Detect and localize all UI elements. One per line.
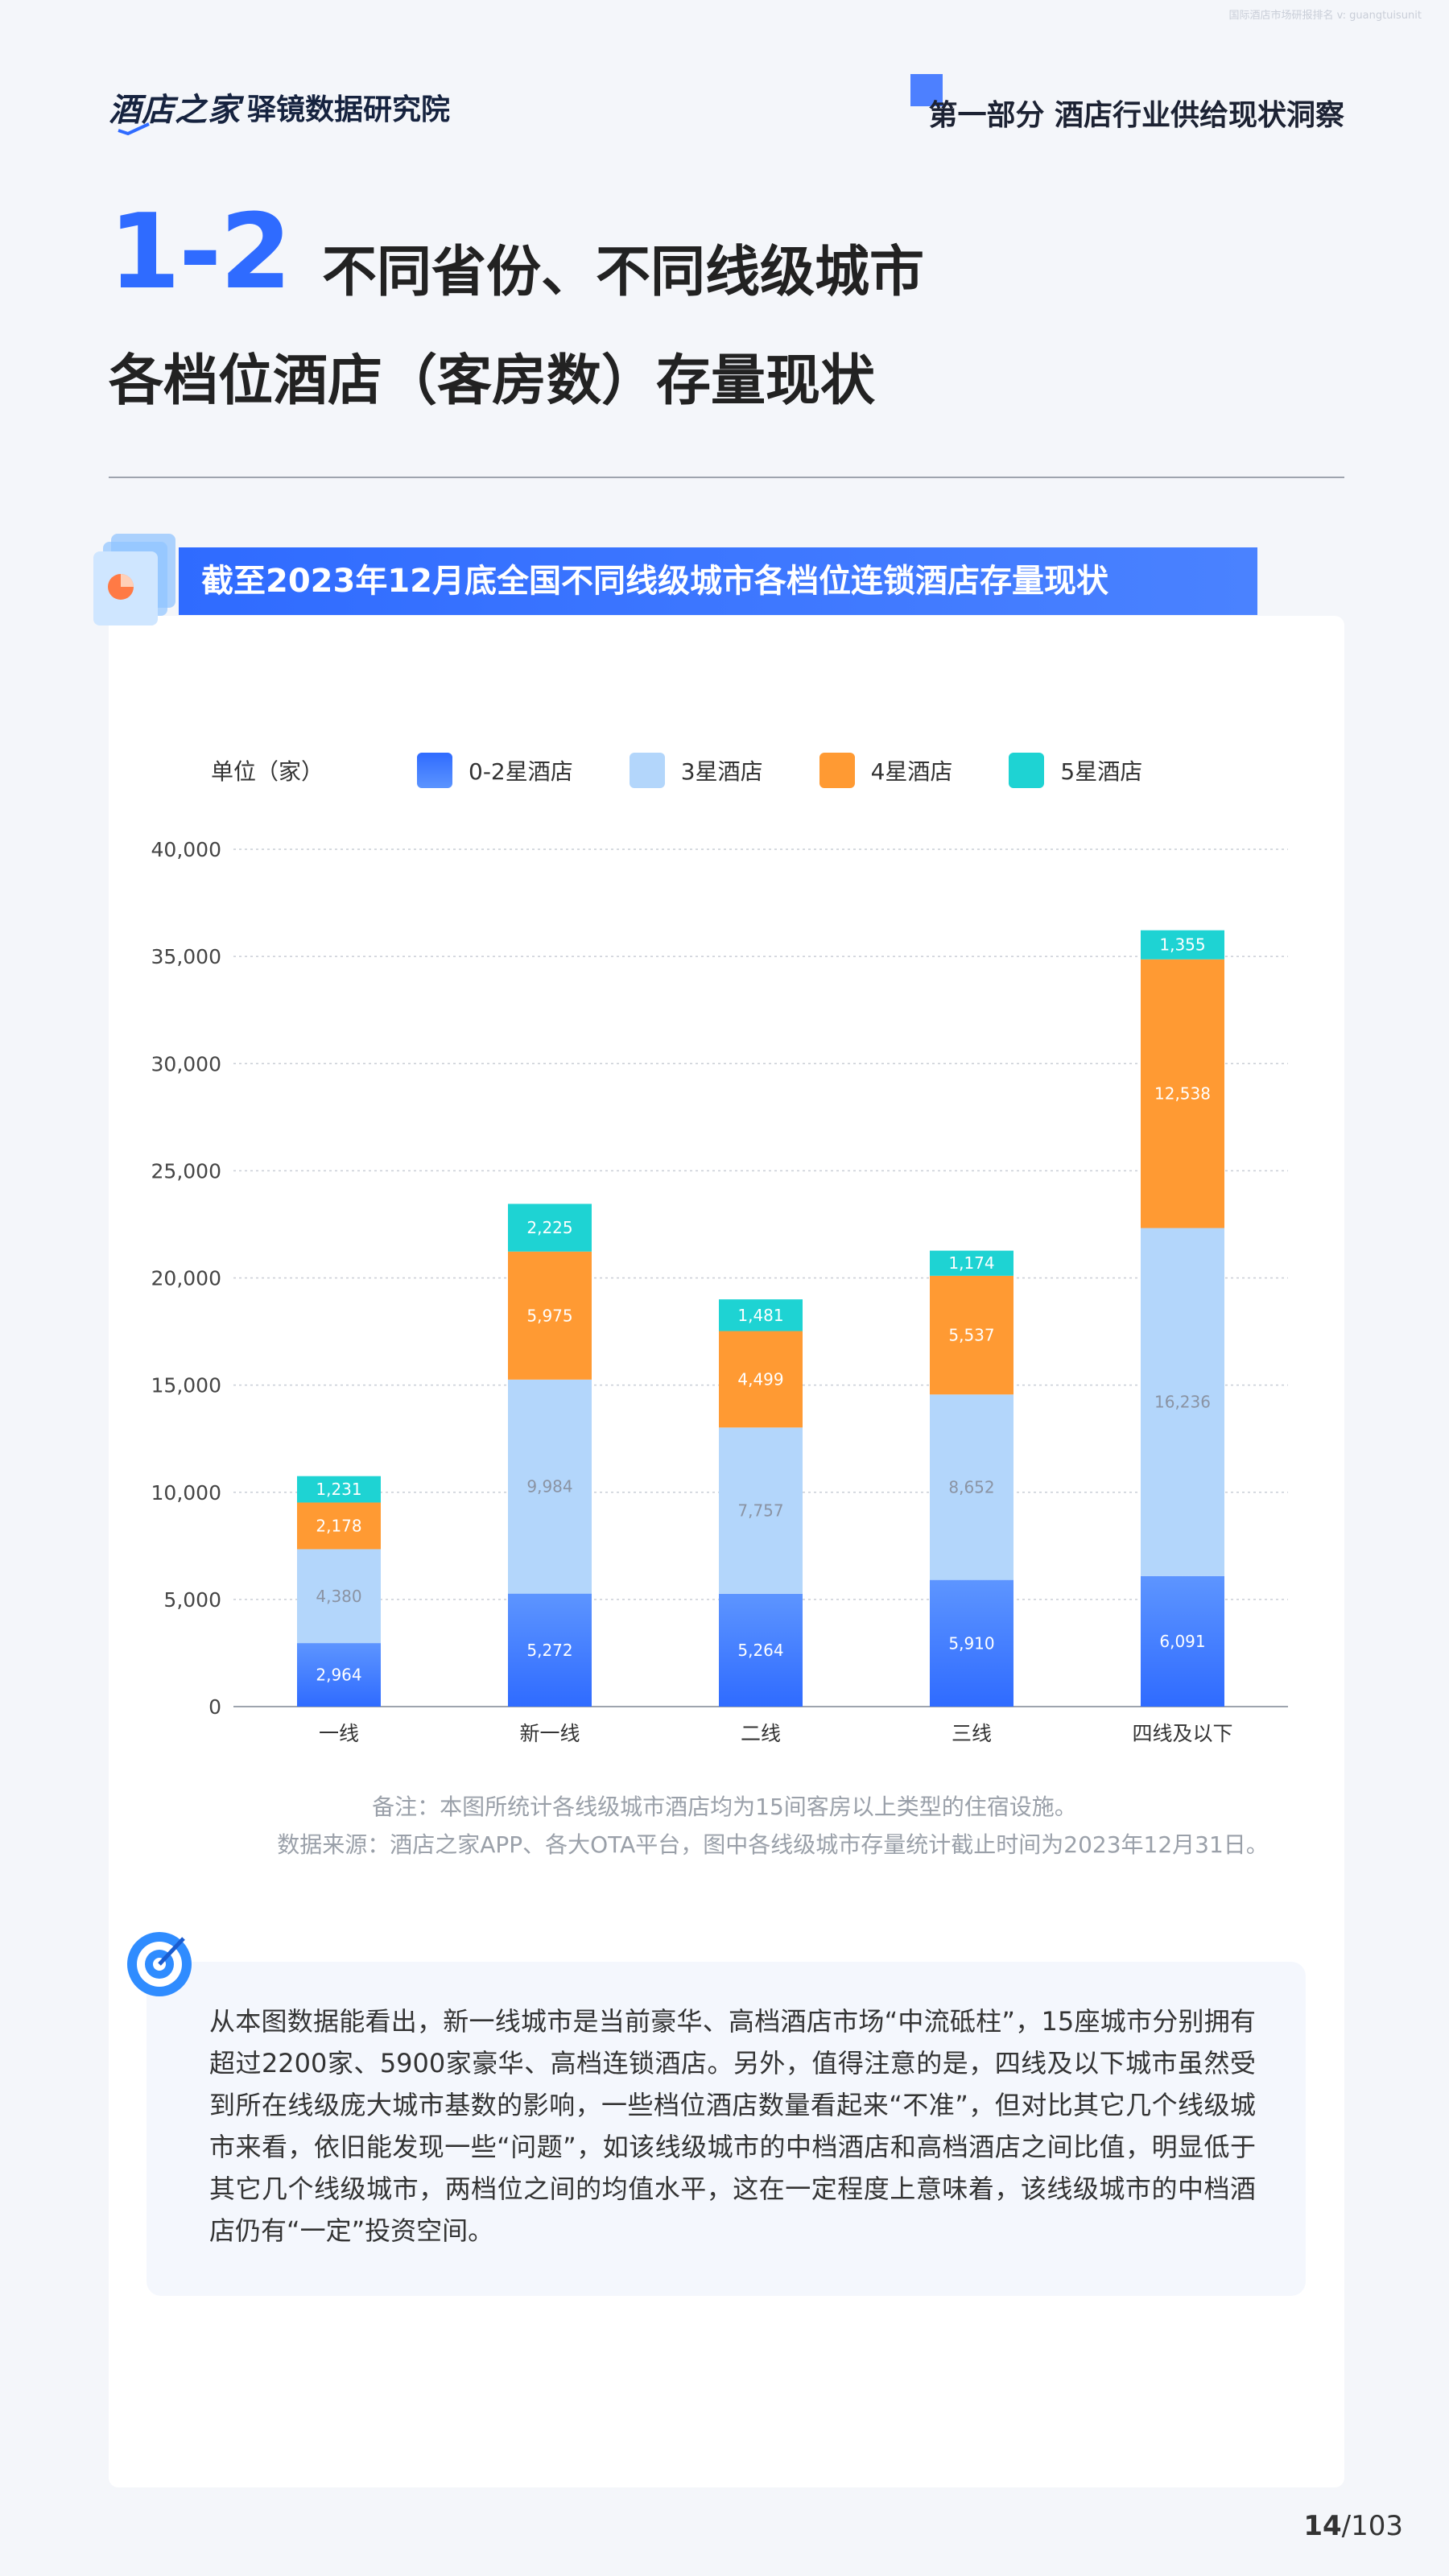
data-label: 8,652 — [948, 1477, 994, 1496]
x-tick-label: 新一线 — [519, 1722, 580, 1745]
legend-label: 4星酒店 — [870, 758, 953, 785]
target-icon — [127, 1932, 192, 1996]
logo-subtitle: 驿镜数据研究院 — [247, 93, 451, 126]
data-label: 2,964 — [316, 1666, 361, 1685]
bar-segment-0-2星酒店 — [508, 1593, 592, 1707]
analysis-box — [147, 1962, 1306, 2296]
title-number: 1-2 — [109, 192, 291, 312]
bar-segment-3星酒店 — [297, 1549, 381, 1644]
data-label: 4,499 — [737, 1369, 783, 1389]
bar-segment-0-2星酒店 — [1141, 1575, 1224, 1707]
page-total: /103 — [1341, 2510, 1403, 2542]
legend-swatch — [417, 753, 453, 788]
data-label: 5,264 — [737, 1641, 783, 1660]
data-label: 1,174 — [948, 1253, 994, 1273]
section-square-icon — [910, 74, 943, 106]
brand-logo: 酒店之家 驿镜数据研究院 — [109, 84, 451, 135]
legend-item-0-2-star: 0-2星酒店 — [417, 753, 573, 788]
chart-banner — [179, 547, 1257, 615]
chart-banner-title: 截至2023年12月底全国不同线级城市各档位连锁酒店存量现状 — [201, 563, 1108, 600]
bar-segment-5星酒店 — [508, 1203, 592, 1252]
chart-legend: 单位（家） 0-2星酒店 3星酒店 4星酒店 5星酒店 — [211, 753, 1199, 788]
y-tick-label: 35,000 — [151, 945, 221, 968]
bar-segment-5星酒店 — [297, 1476, 381, 1503]
logo-wordmark: 酒店之家 — [109, 91, 241, 129]
data-label: 5,910 — [948, 1633, 994, 1653]
y-tick-label: 15,000 — [151, 1374, 221, 1397]
x-tick-label: 二线 — [741, 1722, 781, 1745]
y-tick-label: 5,000 — [163, 1588, 221, 1612]
legend-swatch — [1009, 753, 1045, 788]
bar-segment-0-2星酒店 — [297, 1643, 381, 1707]
watermark: 国际酒店市场研报排名 v: guangtuisunit — [1228, 10, 1422, 22]
data-label: 9,984 — [526, 1477, 572, 1496]
x-tick-label: 三线 — [952, 1722, 992, 1745]
data-label: 5,537 — [948, 1326, 994, 1345]
legend-item-4-star: 4星酒店 — [819, 753, 953, 788]
title-line-1: 不同省份、不同线级城市 — [322, 241, 925, 304]
y-tick-label: 25,000 — [151, 1159, 221, 1183]
folder-chart-icon — [93, 534, 175, 625]
page-current: 14 — [1303, 2510, 1342, 2542]
section-header: 第一部分 酒店行业供给现状洞察 — [910, 74, 1344, 134]
legend-item-5-star: 5星酒店 — [1009, 753, 1142, 788]
unit-label: 单位（家） — [211, 758, 324, 785]
bar-segment-4星酒店 — [1141, 959, 1224, 1228]
data-label: 1,355 — [1159, 935, 1205, 955]
bar-segment-4星酒店 — [508, 1251, 592, 1380]
y-tick-label: 30,000 — [151, 1052, 221, 1075]
bar-segment-3星酒店 — [1141, 1228, 1224, 1576]
bar-segment-4星酒店 — [719, 1331, 803, 1428]
bar-segment-0-2星酒店 — [719, 1593, 803, 1707]
chart-source: 数据来源：酒店之家APP、各大OTA平台，图中各线级城市存量统计截止时间为202… — [277, 1831, 1269, 1858]
data-label: 7,757 — [737, 1501, 783, 1521]
data-label: 12,538 — [1154, 1084, 1211, 1104]
bar-segment-4星酒店 — [297, 1502, 381, 1550]
data-label: 4,380 — [316, 1587, 361, 1606]
y-tick-label: 20,000 — [151, 1267, 221, 1290]
analysis-text: 从本图数据能看出，新一线城市是当前豪华、高档酒店市场“中流砥柱”，15座城市分别… — [209, 2006, 1256, 2246]
legend-label: 5星酒店 — [1060, 758, 1143, 785]
bar-segment-5星酒店 — [719, 1299, 803, 1331]
bar-segment-5星酒店 — [930, 1250, 1013, 1276]
data-label: 2,225 — [526, 1218, 572, 1237]
legend-item-3-star: 3星酒店 — [629, 753, 763, 788]
legend-label: 0-2星酒店 — [469, 758, 573, 785]
y-tick-label: 40,000 — [151, 838, 221, 861]
page-number: 14/103 — [1303, 2510, 1403, 2542]
bar-segment-3星酒店 — [508, 1379, 592, 1594]
logo-check-icon — [118, 122, 150, 135]
bar-segment-5星酒店 — [1141, 930, 1224, 960]
y-tick-label: 0 — [208, 1695, 221, 1719]
bar-segment-3星酒店 — [719, 1427, 803, 1594]
data-label: 1,231 — [316, 1480, 361, 1499]
data-label: 16,236 — [1154, 1393, 1211, 1412]
data-label: 2,178 — [316, 1516, 361, 1535]
bar-segment-0-2星酒店 — [930, 1579, 1013, 1707]
data-label: 6,091 — [1159, 1632, 1205, 1651]
section-title: 第一部分 酒店行业供给现状洞察 — [928, 99, 1344, 132]
bar-segment-3星酒店 — [930, 1394, 1013, 1580]
x-tick-label: 一线 — [319, 1722, 359, 1745]
x-tick-label: 四线及以下 — [1132, 1722, 1232, 1745]
legend-label: 3星酒店 — [680, 758, 763, 785]
data-label: 5,975 — [526, 1306, 572, 1325]
y-tick-label: 10,000 — [151, 1481, 221, 1505]
bar-segment-4星酒店 — [930, 1275, 1013, 1395]
chart-note: 备注：本图所统计各线级城市酒店均为15间客房以上类型的住宿设施。 — [372, 1794, 1077, 1820]
title-line-2: 各档位酒店（客房数）存量现状 — [109, 349, 876, 413]
legend-swatch — [629, 753, 665, 788]
legend-swatch — [819, 753, 855, 788]
title-divider — [109, 477, 1344, 478]
data-label: 1,481 — [737, 1306, 783, 1325]
data-label: 5,272 — [526, 1641, 572, 1660]
